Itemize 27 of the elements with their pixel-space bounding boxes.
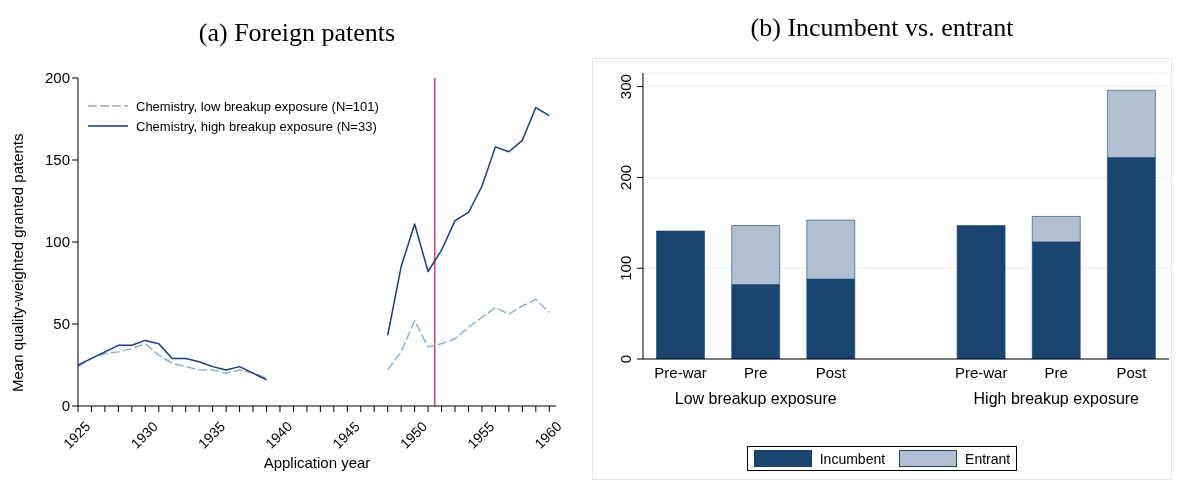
- y-tick-label: 100: [617, 255, 634, 281]
- y-tick-label: 150: [44, 151, 70, 169]
- x-tick-label: Post: [1116, 363, 1148, 381]
- legend-label: Chemistry, low breakup exposure (N=101): [136, 98, 379, 114]
- bar: [956, 225, 1006, 359]
- legend-label: Chemistry, high breakup exposure (N=33): [136, 118, 377, 134]
- bar: [656, 230, 705, 359]
- text: High breakup exposure: [972, 390, 1140, 408]
- x-tick-label: Pre: [744, 363, 768, 381]
- chart-title: (b) Incumbent vs. entrant: [749, 12, 1015, 44]
- chart-title: (a) Foreign patents: [197, 17, 397, 49]
- y-tick-label: 0: [617, 354, 634, 364]
- y-tick-label: 0: [61, 397, 70, 415]
- x-tick-label: Pre: [1044, 363, 1068, 381]
- legend-label: Entrant: [965, 450, 1011, 467]
- x-tick-label: Pre-war: [654, 363, 707, 381]
- y-tick-label: 200: [617, 164, 634, 190]
- x-tick-label: Post: [815, 363, 847, 381]
- legend-label: Incumbent: [819, 450, 886, 467]
- y-tick-label: 300: [617, 74, 634, 100]
- y-axis-title: Mean quality-weighted granted patents: [9, 133, 27, 392]
- y-tick-label: 200: [44, 69, 70, 87]
- x-axis-title: Application year: [263, 454, 371, 471]
- x-tick-label: Pre-war: [954, 363, 1008, 381]
- y-tick-label: 50: [53, 315, 70, 333]
- y-tick-label: 100: [44, 233, 70, 251]
- text: Low breakup exposure: [673, 390, 838, 408]
